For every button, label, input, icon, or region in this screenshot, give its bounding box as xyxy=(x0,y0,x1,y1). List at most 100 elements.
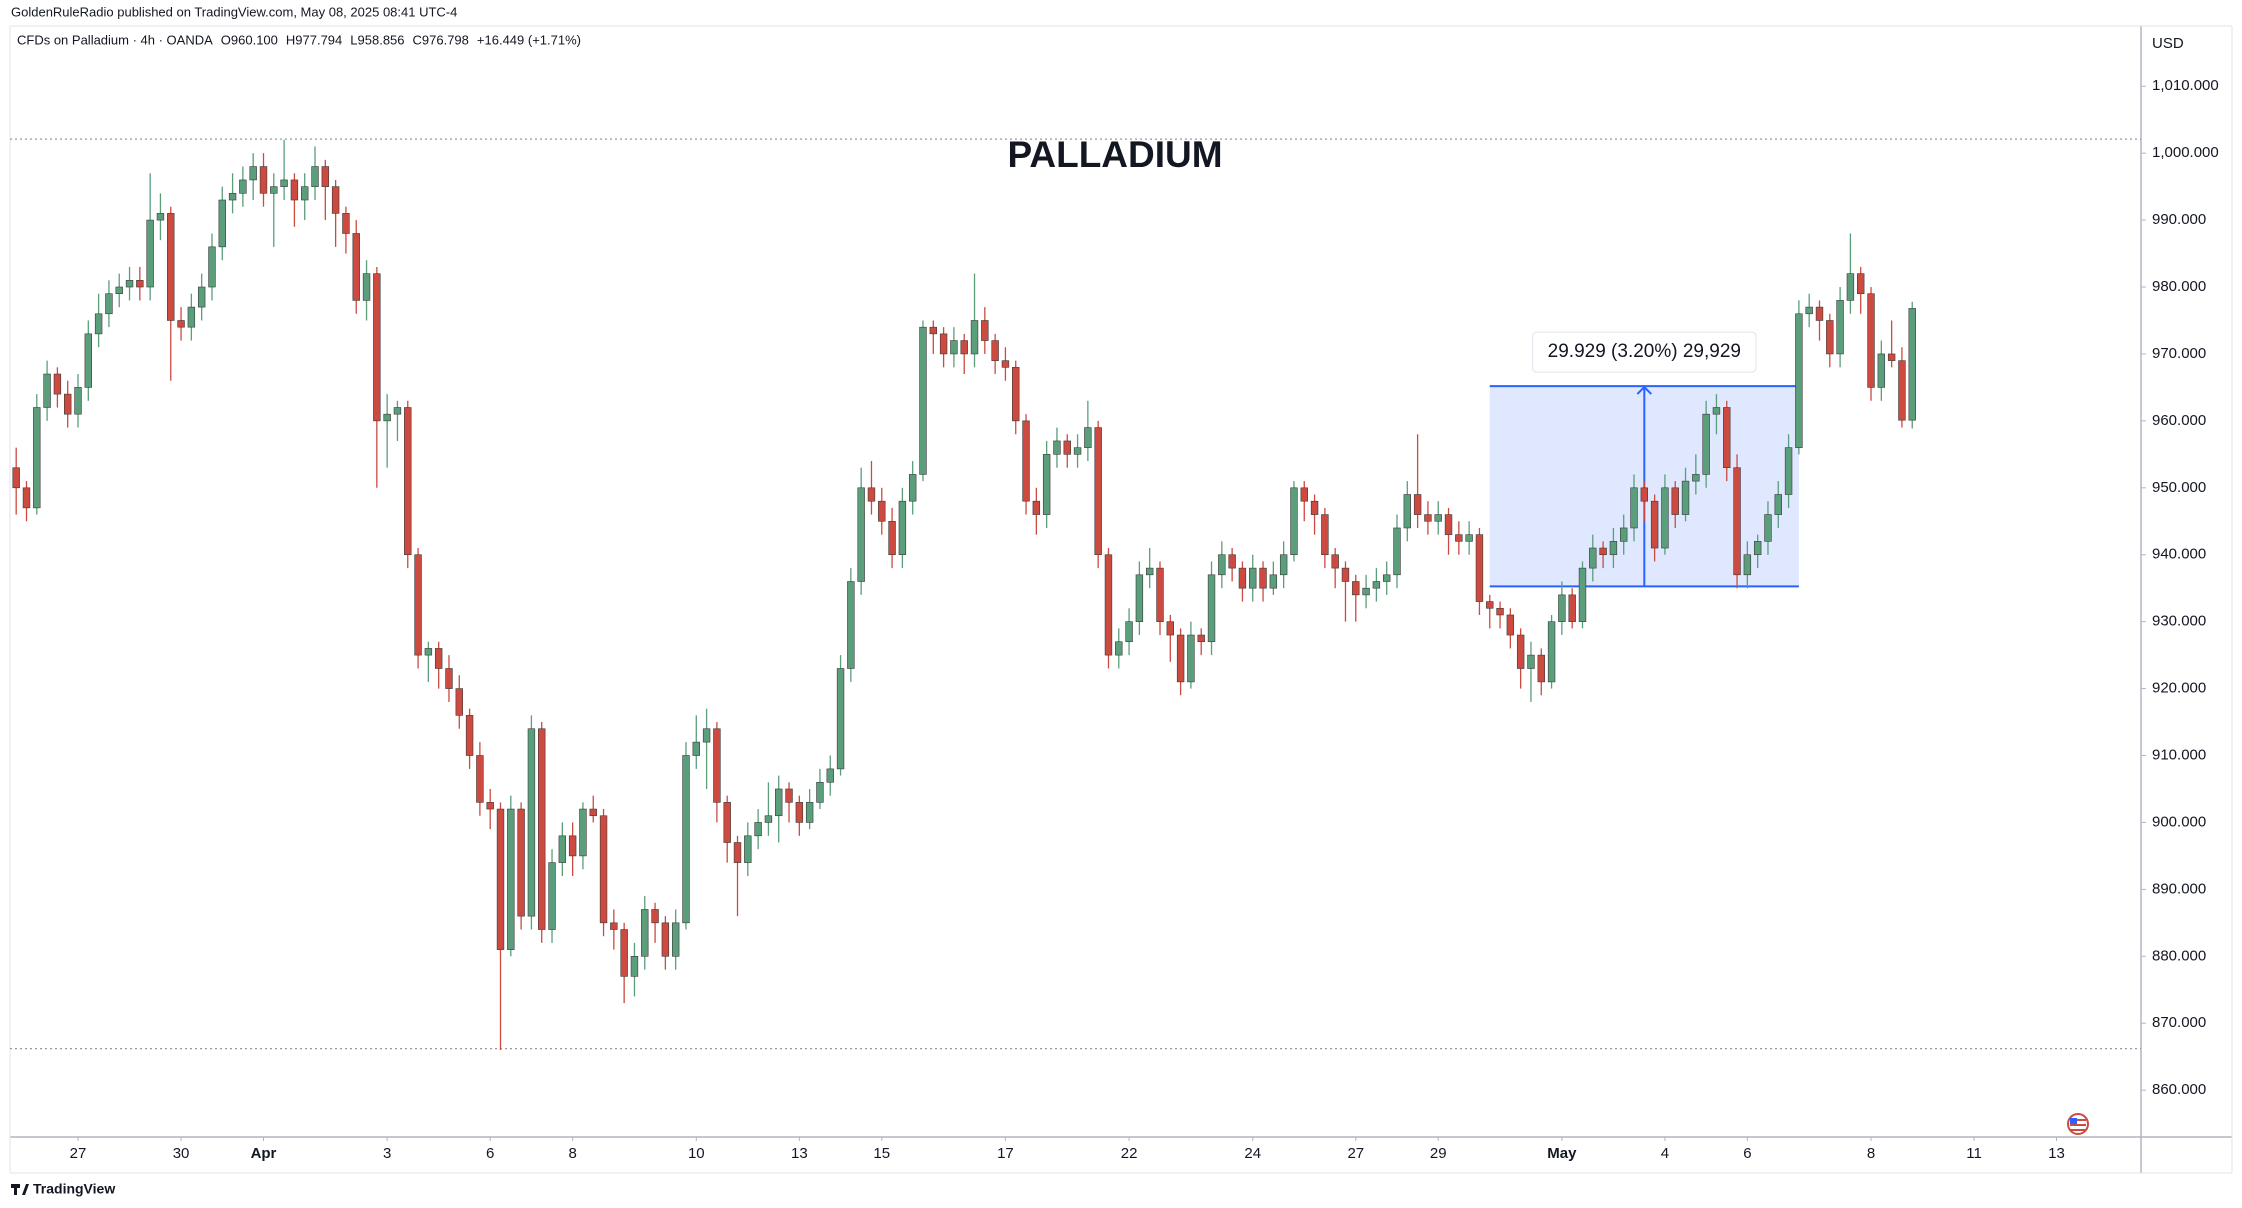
measure-label-box xyxy=(1532,331,1757,373)
candle-body xyxy=(1207,574,1216,643)
candle-body xyxy=(1640,487,1649,502)
candle-body xyxy=(1115,641,1123,656)
candle-body xyxy=(1331,554,1339,569)
candle-body xyxy=(1084,427,1092,448)
candle-body xyxy=(630,955,639,977)
candle-body xyxy=(1032,500,1041,515)
candle-body xyxy=(383,413,391,422)
candle-body xyxy=(888,520,896,556)
candle-body xyxy=(1671,487,1679,515)
candle-body xyxy=(1094,427,1102,556)
candle-body xyxy=(507,808,515,950)
candle-body xyxy=(1135,574,1144,622)
x-tick-label: 8 xyxy=(1867,1145,1875,1162)
candle-body xyxy=(74,387,82,415)
x-tick-label: 3 xyxy=(383,1145,391,1162)
candle-body xyxy=(1826,320,1834,355)
candle-body xyxy=(1393,527,1401,576)
measure-arrowhead xyxy=(1636,385,1653,395)
candle-body xyxy=(1403,494,1412,529)
candle-body xyxy=(641,909,649,957)
x-tick-label: 27 xyxy=(70,1145,87,1162)
candle-body xyxy=(1857,273,1865,295)
candle-body xyxy=(1434,514,1442,522)
candle-body xyxy=(671,922,680,957)
candle-body xyxy=(517,808,525,917)
candle-body xyxy=(1764,514,1772,542)
candle-body xyxy=(878,500,886,522)
candle-body xyxy=(301,186,309,201)
candle-body xyxy=(651,909,659,924)
candle-body xyxy=(1805,306,1813,315)
candle-body xyxy=(610,922,618,930)
candle-body xyxy=(1650,500,1659,549)
candle-body xyxy=(270,186,278,194)
brand-logo: TradingView xyxy=(11,1181,115,1197)
x-tick-label: 4 xyxy=(1661,1145,1669,1162)
y-tick-label: 1,010.000 xyxy=(2152,77,2219,94)
candle-body xyxy=(723,802,731,843)
ohlc-label: H977.794 xyxy=(286,32,342,47)
ohlc-label: C976.798 xyxy=(413,32,469,47)
candle-body xyxy=(898,500,907,556)
candle-body xyxy=(1496,607,1504,616)
candle-body xyxy=(1589,547,1597,569)
candle-body xyxy=(1774,494,1782,515)
candle-body xyxy=(960,340,968,355)
candle-body xyxy=(197,286,206,308)
candle-body xyxy=(1733,467,1741,576)
candle-body xyxy=(84,333,93,388)
chart-title: PALLADIUM xyxy=(1007,134,1222,175)
candle-body xyxy=(434,648,443,669)
candle-body xyxy=(105,293,113,315)
candle-body xyxy=(393,407,402,415)
candle-body xyxy=(1218,554,1226,576)
x-tick-label: 6 xyxy=(1743,1145,1751,1162)
candle-body xyxy=(1228,554,1236,569)
candle-body xyxy=(692,741,700,756)
candle-body xyxy=(1723,407,1731,469)
y-tick-label: 910.000 xyxy=(2152,746,2206,763)
candle-body xyxy=(970,320,979,355)
candle-body xyxy=(908,474,917,502)
brand: TradingView xyxy=(33,1181,115,1197)
candle-body xyxy=(620,929,628,977)
candle-body xyxy=(1362,587,1370,596)
candle-body xyxy=(1898,360,1906,421)
candle-body xyxy=(1125,621,1133,643)
candle-body xyxy=(1712,407,1721,415)
candle-body xyxy=(1753,541,1762,556)
candle-body xyxy=(218,199,226,248)
x-tick-label: 24 xyxy=(1244,1145,1261,1162)
candle-body xyxy=(1867,293,1875,388)
candle-body xyxy=(991,340,999,361)
candle-body xyxy=(847,581,855,669)
candle-body xyxy=(1836,300,1844,355)
candle-body xyxy=(589,808,597,817)
flag-icon xyxy=(2067,1113,2089,1135)
candle-body xyxy=(1156,567,1164,622)
candle-body xyxy=(259,166,268,194)
ohlc-label: L958.856 xyxy=(350,32,404,47)
candle-body xyxy=(64,393,72,415)
candle-body xyxy=(373,273,381,422)
x-tick-label: 13 xyxy=(2048,1145,2065,1162)
candle-body xyxy=(125,280,134,288)
candle-body xyxy=(702,728,711,743)
candle-body xyxy=(1537,654,1545,683)
x-tick-label: Apr xyxy=(251,1145,277,1162)
candle-body xyxy=(867,487,876,502)
candle-body xyxy=(1166,621,1175,636)
y-tick-label: 870.000 xyxy=(2152,1014,2206,1031)
x-tick-label: 11 xyxy=(1966,1145,1982,1162)
candle-body xyxy=(527,728,536,917)
measure-label-text: 29.929 (3.20%) 29,929 xyxy=(1548,341,1741,362)
candle-body xyxy=(1516,634,1525,669)
candle-body xyxy=(568,835,577,857)
candle-body xyxy=(1063,440,1071,455)
y-tick-label: 920.000 xyxy=(2152,680,2206,697)
candle-body xyxy=(342,213,350,234)
ohlc-label: O960.100 xyxy=(221,32,278,47)
candle-body xyxy=(1486,601,1494,609)
candle-body xyxy=(1372,581,1381,589)
